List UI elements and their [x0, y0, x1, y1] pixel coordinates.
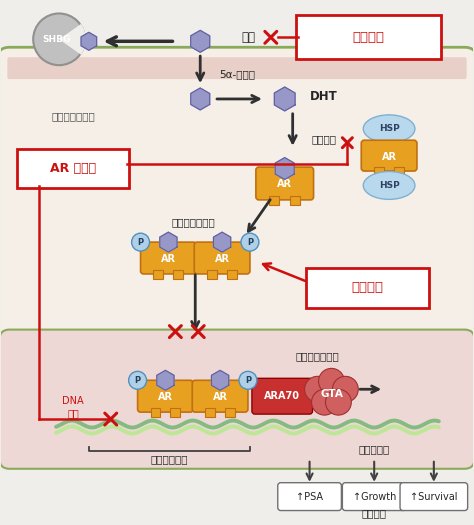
FancyBboxPatch shape [194, 242, 250, 274]
Circle shape [311, 389, 337, 415]
Bar [269, 196, 279, 205]
Bar [227, 270, 237, 279]
Text: DNA
结合: DNA 结合 [62, 396, 84, 418]
Text: 雄激素应答细胞: 雄激素应答细胞 [51, 111, 95, 121]
Text: AR: AR [277, 180, 292, 190]
Text: GTA: GTA [320, 389, 343, 399]
Polygon shape [81, 33, 97, 50]
Text: 生物反应: 生物反应 [362, 509, 387, 519]
Text: P: P [247, 238, 253, 247]
Text: DHT: DHT [310, 90, 337, 103]
Text: 配体结合: 配体结合 [312, 134, 337, 144]
Circle shape [319, 369, 345, 394]
FancyBboxPatch shape [141, 242, 196, 274]
Text: ↑Growth: ↑Growth [353, 491, 396, 501]
Bar [173, 270, 183, 279]
FancyBboxPatch shape [192, 380, 248, 412]
Bar [290, 196, 300, 205]
Text: AR: AR [382, 152, 397, 162]
Circle shape [33, 14, 85, 65]
FancyBboxPatch shape [8, 57, 466, 79]
FancyBboxPatch shape [137, 380, 193, 412]
Text: HSP: HSP [379, 181, 400, 190]
Text: AR: AR [161, 254, 176, 264]
Text: P: P [245, 376, 251, 385]
Polygon shape [274, 87, 295, 111]
Polygon shape [191, 30, 210, 52]
Bar [205, 408, 215, 417]
FancyBboxPatch shape [400, 482, 468, 510]
Polygon shape [157, 370, 174, 390]
Text: 多西他赛: 多西他赛 [351, 281, 383, 295]
Ellipse shape [363, 115, 415, 143]
Polygon shape [213, 232, 231, 252]
Circle shape [128, 371, 146, 389]
FancyBboxPatch shape [306, 268, 429, 308]
Text: 雄激素反应器: 雄激素反应器 [151, 454, 188, 464]
Bar [207, 270, 217, 279]
Polygon shape [275, 158, 294, 180]
Text: 5α-还原酶: 5α-还原酶 [219, 69, 255, 79]
FancyBboxPatch shape [256, 167, 313, 200]
Circle shape [241, 233, 259, 251]
FancyBboxPatch shape [17, 149, 128, 188]
Wedge shape [59, 24, 86, 55]
Text: 阿比特龙: 阿比特龙 [352, 31, 384, 44]
Text: AR: AR [213, 392, 228, 402]
Polygon shape [211, 370, 229, 390]
Text: ↑Survival: ↑Survival [410, 491, 457, 501]
Polygon shape [191, 88, 210, 110]
FancyBboxPatch shape [0, 47, 474, 467]
Circle shape [305, 376, 330, 402]
Polygon shape [160, 232, 177, 252]
Text: 二聚化和磷酸化: 二聚化和磷酸化 [172, 217, 215, 227]
Bar [394, 167, 404, 176]
FancyBboxPatch shape [342, 482, 406, 510]
Bar [151, 408, 161, 417]
Bar [154, 270, 164, 279]
Ellipse shape [363, 172, 415, 200]
Text: P: P [137, 238, 144, 247]
Circle shape [332, 376, 358, 402]
Text: 稾酮: 稾酮 [241, 31, 255, 44]
Bar [374, 167, 384, 176]
Text: P: P [135, 376, 141, 385]
Circle shape [326, 389, 351, 415]
Text: 共激活因子招募: 共激活因子招募 [296, 351, 339, 361]
FancyBboxPatch shape [296, 15, 441, 59]
Text: ↑PSA: ↑PSA [296, 491, 323, 501]
Bar [170, 408, 180, 417]
Circle shape [132, 233, 149, 251]
Text: AR: AR [215, 254, 229, 264]
Text: AR 拮抗剂: AR 拮抗剂 [50, 162, 96, 175]
Text: 靶基因激活: 靶基因激活 [358, 444, 390, 454]
Text: AR: AR [158, 392, 173, 402]
FancyBboxPatch shape [361, 140, 417, 171]
Text: SHBG: SHBG [43, 35, 71, 44]
FancyBboxPatch shape [252, 379, 312, 414]
FancyBboxPatch shape [0, 330, 474, 469]
Bar [225, 408, 235, 417]
Text: HSP: HSP [379, 124, 400, 133]
Text: ARA70: ARA70 [264, 391, 300, 401]
FancyBboxPatch shape [278, 482, 341, 510]
Circle shape [239, 371, 257, 389]
